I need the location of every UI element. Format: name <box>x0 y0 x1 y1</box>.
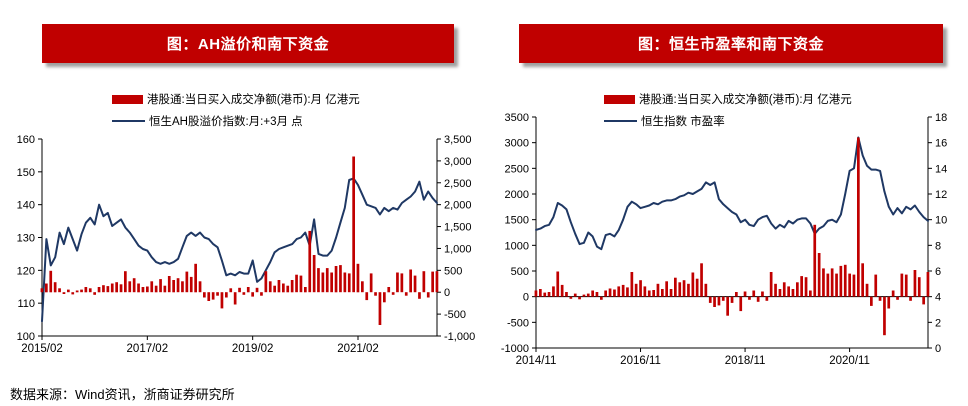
svg-text:1,500: 1,500 <box>444 222 472 234</box>
chart-panel-ah-premium: 160 150 140 130 120 110 100 3,500 3,000 2,500 2,00… <box>17 24 476 355</box>
svg-text:2: 2 <box>935 317 941 329</box>
ah-chart-legend: 港股通:当日买入成交净额(港币):月 亿港元 恒生AH股溢价指数:月:+3月 点 <box>112 88 360 132</box>
svg-text:1,000: 1,000 <box>444 243 472 255</box>
svg-text:3,000: 3,000 <box>444 156 472 168</box>
svg-text:3000: 3000 <box>505 138 529 150</box>
svg-text:100: 100 <box>17 331 35 343</box>
svg-text:-1000: -1000 <box>501 343 529 355</box>
legend-item-ah-premium-line: 恒生AH股溢价指数:月:+3月 点 <box>112 110 360 132</box>
svg-text:12: 12 <box>935 189 947 201</box>
legend-label: 恒生指数 市盈率 <box>641 116 725 128</box>
svg-text:2020/11: 2020/11 <box>829 355 870 367</box>
svg-text:0: 0 <box>935 343 941 355</box>
svg-text:-500: -500 <box>507 317 529 329</box>
bar-series-swatch-icon <box>604 94 635 104</box>
bar-series-swatch-icon <box>112 94 143 104</box>
hsi-pe-chart-canvas: 3500 3000 2500 2000 1500 1000 500 0 -500 -1000 18 1… <box>501 112 947 367</box>
svg-text:2015/02: 2015/02 <box>21 343 63 355</box>
svg-text:160: 160 <box>17 134 35 146</box>
pe-chart-title: 图：恒生市盈率和南下资金 <box>637 36 824 53</box>
svg-text:150: 150 <box>17 167 35 179</box>
svg-text:3,500: 3,500 <box>444 134 472 146</box>
legend-item-hsi-pe-line: 恒生指数 市盈率 <box>604 110 852 132</box>
svg-text:0: 0 <box>523 292 529 304</box>
svg-text:2000: 2000 <box>505 189 529 201</box>
pe-chart-title-banner: 图：恒生市盈率和南下资金 <box>519 24 943 63</box>
svg-text:14: 14 <box>935 163 947 175</box>
pe-chart-legend: 港股通:当日买入成交净额(港币):月 亿港元 恒生指数 市盈率 <box>604 88 852 132</box>
svg-text:2,500: 2,500 <box>444 178 472 190</box>
svg-text:-500: -500 <box>444 309 466 321</box>
svg-text:2018/11: 2018/11 <box>725 355 766 367</box>
svg-text:130: 130 <box>17 233 35 245</box>
svg-text:18: 18 <box>935 112 947 124</box>
svg-text:16: 16 <box>935 138 947 150</box>
ah-premium-chart-canvas: 160 150 140 130 120 110 100 3,500 3,000 2,500 2,00… <box>17 134 476 355</box>
svg-text:500: 500 <box>444 265 462 277</box>
svg-text:500: 500 <box>511 266 529 278</box>
svg-text:2500: 2500 <box>505 163 529 175</box>
svg-text:2016/11: 2016/11 <box>620 355 661 367</box>
svg-text:2014/11: 2014/11 <box>516 355 557 367</box>
legend-label: 港股通:当日买入成交净额(港币):月 亿港元 <box>639 94 852 106</box>
legend-label: 港股通:当日买入成交净额(港币):月 亿港元 <box>147 94 360 106</box>
line-series-swatch-icon <box>604 119 637 123</box>
svg-text:2021/02: 2021/02 <box>337 343 379 355</box>
ah-chart-title-banner: 图：AH溢价和南下资金 <box>42 24 454 63</box>
svg-text:2017/02: 2017/02 <box>127 343 169 355</box>
ah-chart-title: 图：AH溢价和南下资金 <box>166 36 330 53</box>
svg-text:1000: 1000 <box>505 240 529 252</box>
svg-text:8: 8 <box>935 240 941 252</box>
svg-text:10: 10 <box>935 215 947 227</box>
svg-text:120: 120 <box>17 265 35 277</box>
svg-text:2019/02: 2019/02 <box>232 343 274 355</box>
data-source-note: 数据来源：Wind资讯，浙商证券研究所 <box>10 387 235 402</box>
svg-text:0: 0 <box>444 287 450 299</box>
svg-text:4: 4 <box>935 292 941 304</box>
svg-text:-1,000: -1,000 <box>444 331 475 343</box>
svg-text:3500: 3500 <box>505 112 529 124</box>
legend-item-southbound-bars: 港股通:当日买入成交净额(港币):月 亿港元 <box>112 88 360 110</box>
legend-item-southbound-bars: 港股通:当日买入成交净额(港币):月 亿港元 <box>604 88 852 110</box>
line-series-swatch-icon <box>112 119 145 123</box>
svg-text:2,000: 2,000 <box>444 200 472 212</box>
chart-panel-hsi-pe: 3500 3000 2500 2000 1500 1000 500 0 -500 -1000 18 1… <box>484 0 968 406</box>
svg-text:110: 110 <box>17 298 35 310</box>
svg-text:6: 6 <box>935 266 941 278</box>
svg-text:1500: 1500 <box>505 215 529 227</box>
legend-label: 恒生AH股溢价指数:月:+3月 点 <box>149 116 303 128</box>
svg-text:140: 140 <box>17 200 35 212</box>
